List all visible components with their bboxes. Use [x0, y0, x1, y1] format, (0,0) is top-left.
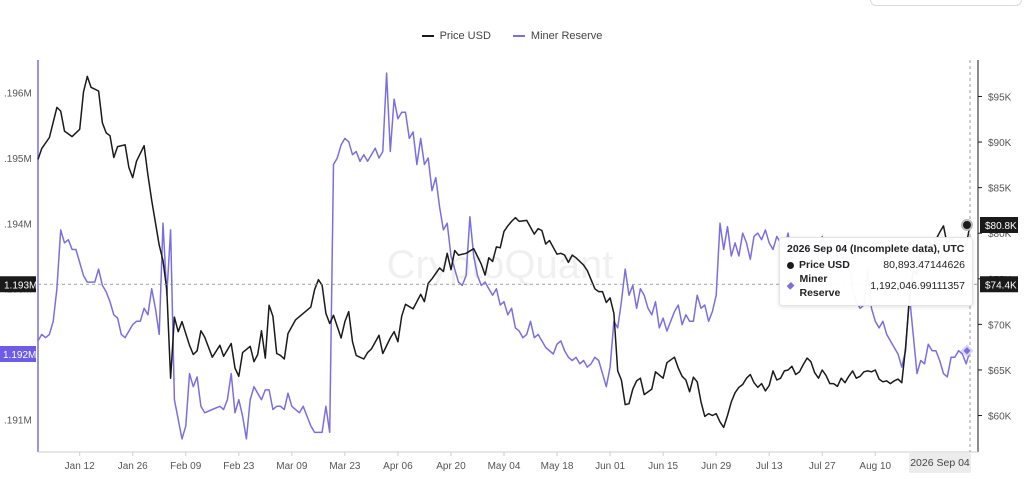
- reserve-endpoint-marker: [960, 344, 974, 358]
- tooltip-title: 2026 Sep 04 (Incomplete data), UTC: [787, 243, 965, 255]
- right-tick-label: $80K: [988, 229, 1012, 240]
- left-tick-label: .191M: [4, 415, 32, 426]
- legend-swatch-price: [421, 35, 434, 37]
- legend-label-price: Price USD: [439, 30, 491, 42]
- right-tick-label: $65K: [988, 366, 1012, 377]
- x-tick-label: Mar 09: [276, 461, 308, 472]
- x-tick-label: Jun 15: [648, 461, 678, 472]
- left-crosshair-label: 1.193M: [4, 280, 37, 291]
- x-tick-label: Jul 27: [809, 461, 836, 472]
- reserve-value-badge-label: 1.192M: [3, 350, 36, 361]
- right-crosshair-badge: [980, 276, 1018, 293]
- series-line-price-usd: [37, 75, 971, 429]
- right-tick-label: $70K: [988, 320, 1012, 331]
- hover-tooltip: 2026 Sep 04 (Incomplete data), UTC Price…: [779, 237, 973, 306]
- left-tick-label: .194M: [4, 219, 32, 230]
- tooltip-reserve-value: 1,192,046.99111357: [870, 280, 965, 292]
- legend-label-reserve: Miner Reserve: [530, 30, 603, 42]
- right-tick-label: $85K: [988, 184, 1012, 195]
- right-tick-label: $60K: [988, 412, 1012, 423]
- x-tick-label: Jan 12: [65, 461, 95, 472]
- x-tick-label: Jan 26: [118, 461, 148, 472]
- x-tick-label: Aug 10: [859, 461, 891, 472]
- price-value-badge-label: $80.8K: [985, 221, 1017, 232]
- tooltip-dot-icon: [787, 261, 794, 269]
- left-axis-miner-reserve: .196M.195M.194M.193M.192M.191M: [4, 60, 39, 452]
- reserve-value-badge: [0, 346, 36, 362]
- right-tick-label: $90K: [988, 138, 1012, 149]
- right-axis-price-usd: $95K$90K$85K$80K$75K$70K$65K$60K: [977, 60, 1012, 452]
- legend-item-miner-reserve[interactable]: Miner Reserve: [512, 30, 603, 42]
- tooltip-row-reserve: Miner Reserve 1,192,046.99111357: [786, 272, 965, 300]
- x-tick-label: Apr 20: [436, 461, 466, 472]
- chart-legend: Price USD Miner Reserve: [0, 30, 1024, 42]
- tooltip-price-name: Price USD: [799, 259, 850, 271]
- x-tick-label: May 04: [488, 461, 521, 472]
- cryptoquant-watermark: CryptoQuant: [387, 243, 614, 287]
- x-tick-label: Jul 13: [756, 461, 783, 472]
- x-tick-label: Jun 29: [701, 461, 731, 472]
- tooltip-row-price: Price USD 80,893.47144626: [787, 258, 965, 272]
- legend-swatch-reserve: [512, 35, 525, 37]
- crosshair-date-badge: 2026 Sep 04: [909, 453, 971, 473]
- x-tick-label: Apr 06: [383, 461, 413, 472]
- x-axis: Jan 12 Jan 26 Feb 09 Feb 23 Mar 09 Mar 23 Apr …: [38, 451, 978, 472]
- x-tick-label: Feb 23: [223, 461, 255, 472]
- tooltip-diamond-icon: [786, 281, 795, 291]
- right-crosshair-label: $74.4K: [985, 280, 1017, 291]
- crosshair-overlay: 1.193M $74.4K $80.8K 1.192M: [0, 60, 1018, 452]
- price-endpoint-marker: [961, 219, 973, 232]
- x-tick-label: Jun 01: [595, 461, 625, 472]
- left-crosshair-badge: [0, 276, 36, 293]
- tooltip-price-value: 80,893.47144626: [883, 259, 965, 271]
- right-tick-label: $95K: [988, 92, 1012, 103]
- x-tick-label: Feb 09: [170, 461, 202, 472]
- left-tick-label: .195M: [4, 154, 32, 165]
- left-tick-label: .196M: [4, 89, 32, 100]
- x-tick-label: May 18: [541, 461, 574, 472]
- x-tick-label: Mar 23: [329, 461, 361, 472]
- tooltip-reserve-name: Miner Reserve: [799, 273, 841, 299]
- price-value-badge: [980, 217, 1018, 234]
- legend-item-price-usd[interactable]: Price USD: [421, 30, 491, 42]
